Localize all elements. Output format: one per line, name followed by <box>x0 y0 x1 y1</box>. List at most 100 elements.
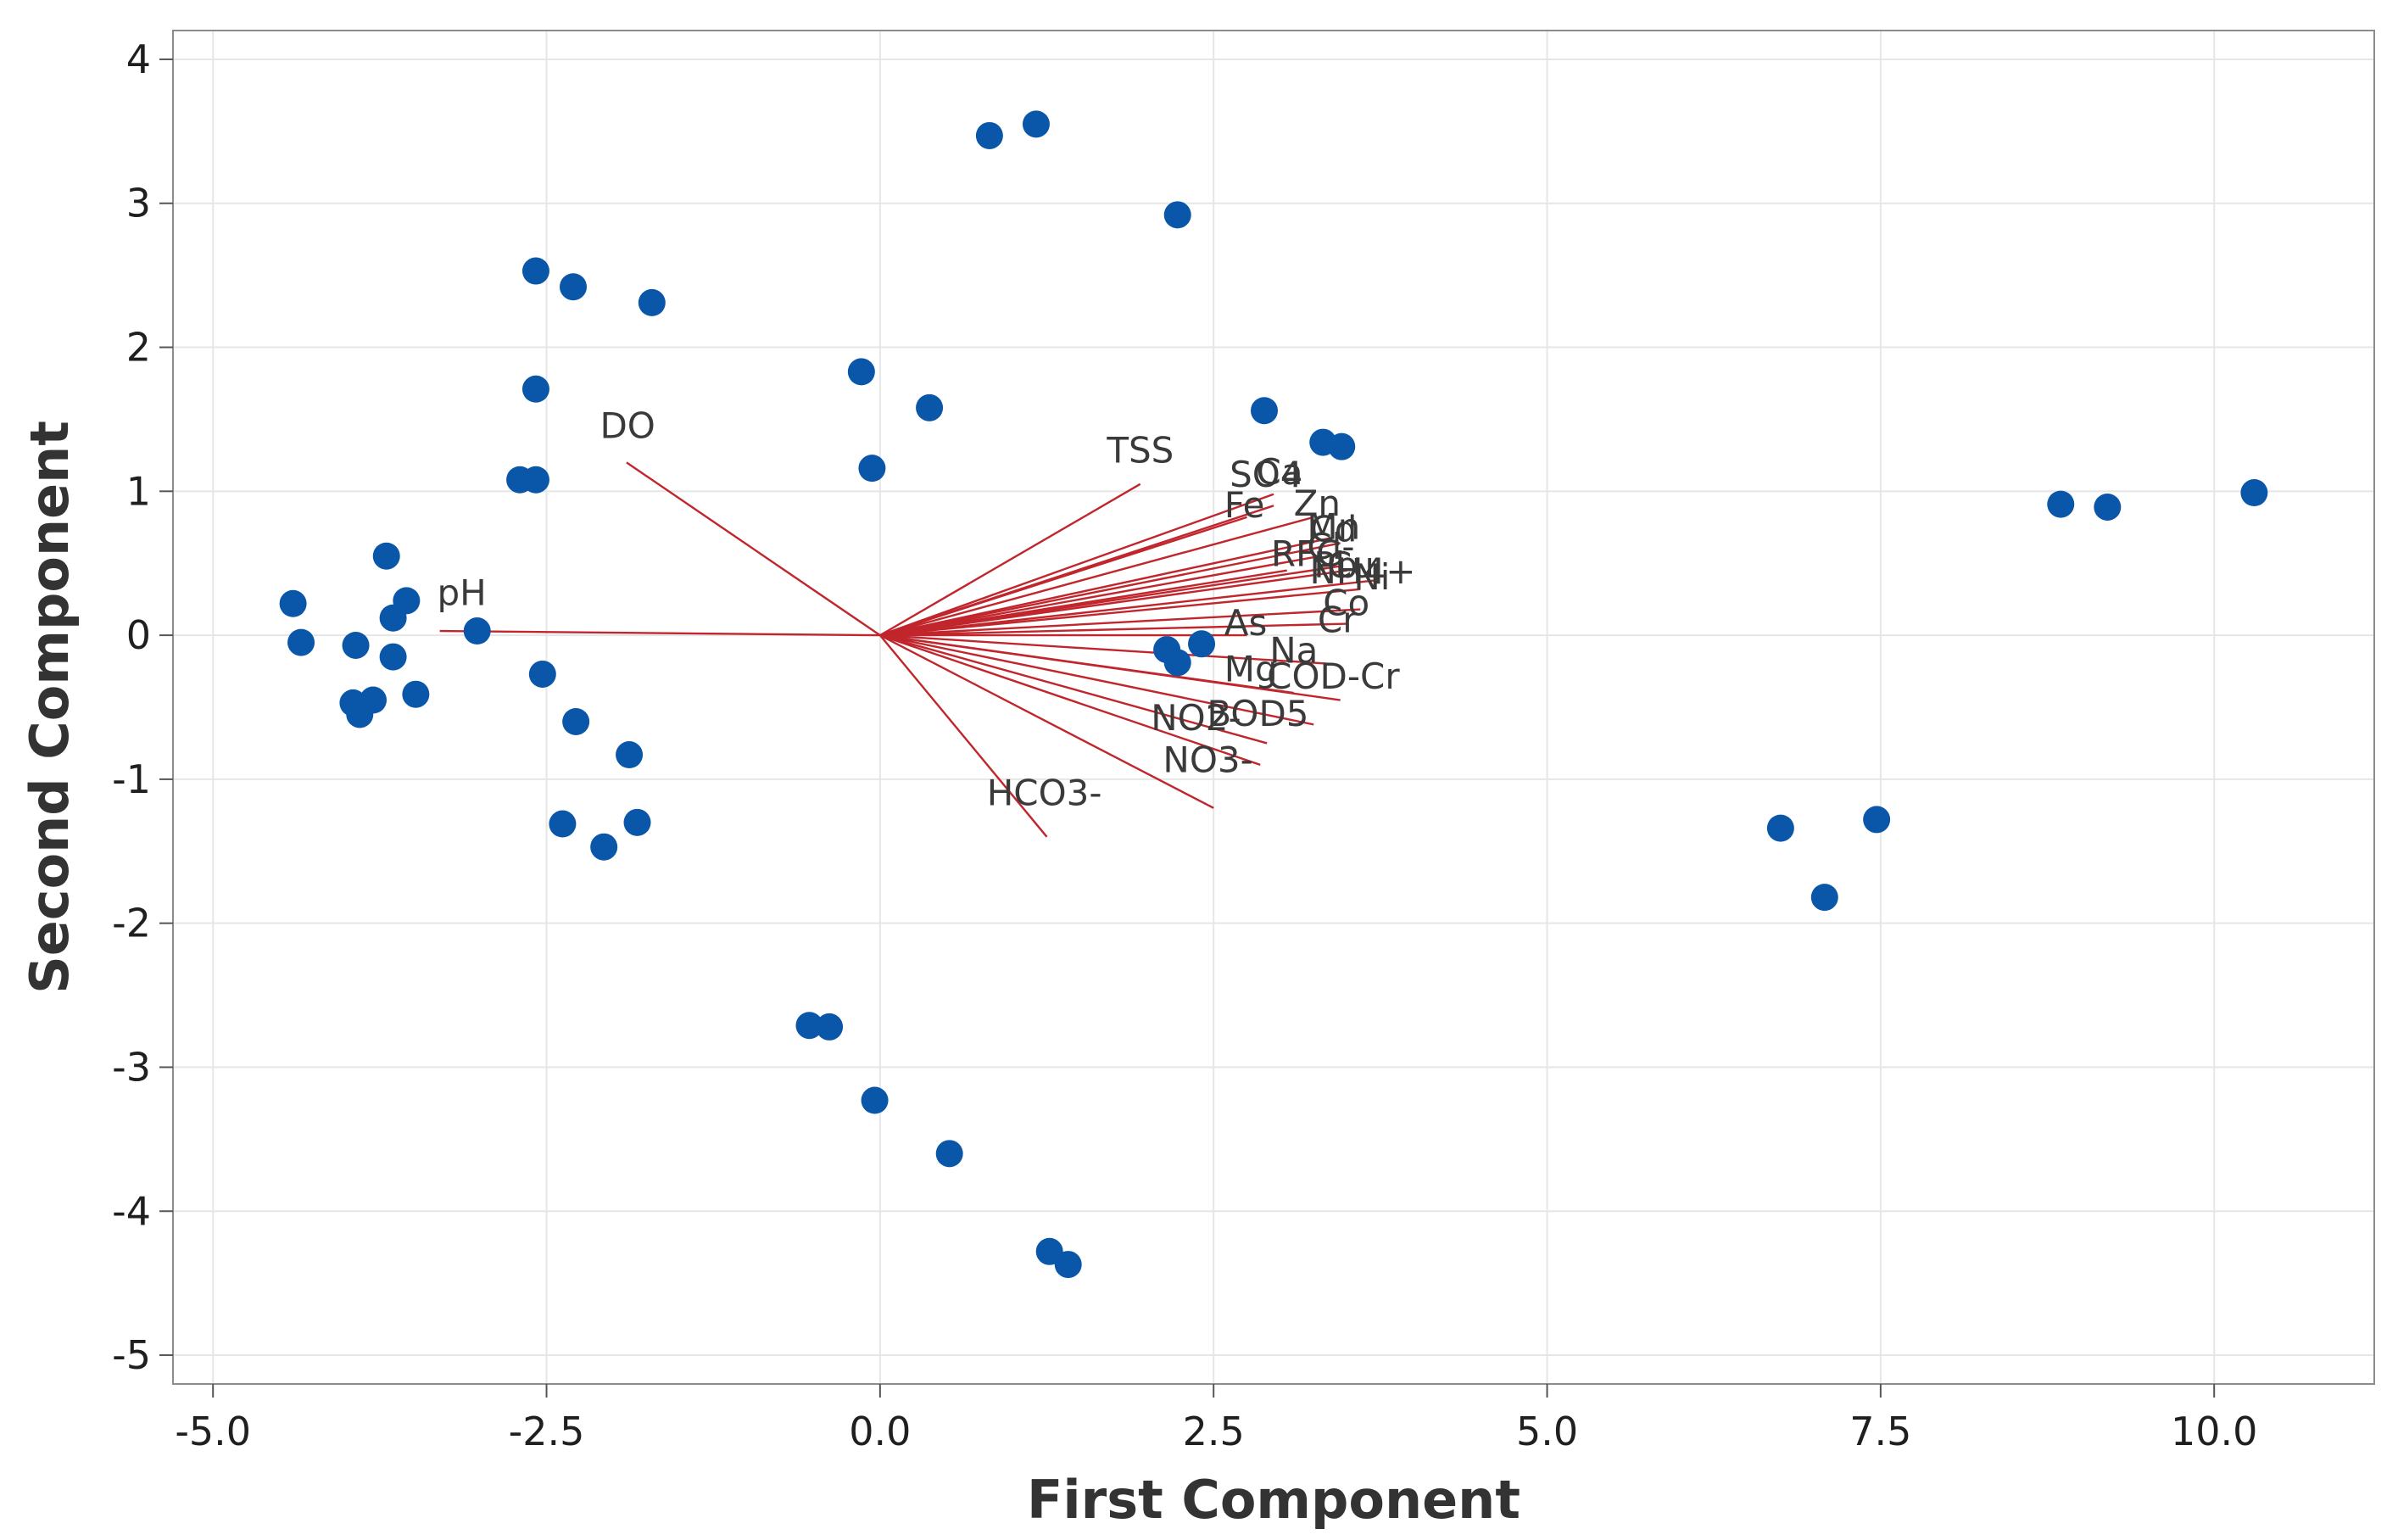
y-tick-label: -2 <box>112 901 151 946</box>
score-point <box>616 741 644 769</box>
score-point <box>463 617 491 645</box>
score-point <box>2047 490 2075 518</box>
loading-label: Fe <box>1224 484 1265 526</box>
y-axis-title: Second Component <box>19 421 81 994</box>
score-point <box>861 1086 889 1114</box>
loading-label: Cd <box>1309 509 1357 550</box>
score-point <box>402 680 430 708</box>
score-point <box>521 466 549 494</box>
loading-vector <box>879 608 1361 637</box>
loading-vector <box>879 633 1341 701</box>
x-tick-label: 7.5 <box>1849 1409 1911 1454</box>
loading-label: NO2- <box>1151 697 1241 739</box>
loading-vector <box>879 536 1335 637</box>
loading-vector <box>878 634 1048 838</box>
y-tick-label: 3 <box>126 181 151 226</box>
score-point <box>521 375 549 403</box>
loading-vector <box>879 633 1261 767</box>
score-point <box>562 707 590 735</box>
loading-vector <box>879 633 1334 666</box>
score-point <box>816 1013 844 1041</box>
loading-vector <box>879 542 1341 637</box>
y-tick-label: -5 <box>112 1332 151 1378</box>
loading-label: SO4 <box>1230 454 1302 495</box>
score-point <box>1250 397 1278 425</box>
score-point <box>279 589 307 617</box>
loading-label: TSS <box>1106 429 1174 471</box>
score-point <box>1022 110 1050 138</box>
score-point <box>1163 649 1191 677</box>
score-point <box>1863 806 1891 834</box>
score-point <box>916 393 944 421</box>
loading-vector <box>879 493 1274 637</box>
y-tick-label: 0 <box>126 612 151 658</box>
loading-vector <box>879 516 1247 637</box>
score-point <box>847 358 875 386</box>
score-point <box>379 643 407 671</box>
score-point <box>1163 201 1191 229</box>
score-point <box>379 604 407 632</box>
loading-label: Ca <box>1257 451 1303 493</box>
axes: -5.0 -2.5 0.0 2.5 5.0 7.5 10.0 4 3 2 1 0 -1 -2 -3 -4 -5 <box>112 36 2257 1454</box>
y-tick-label: 4 <box>126 36 151 82</box>
loading-label: COD-Cr <box>1267 656 1400 697</box>
loading-vector <box>626 461 881 637</box>
score-point <box>1188 630 1216 658</box>
loading-label: Mn <box>1307 505 1360 547</box>
x-tick-label: -2.5 <box>509 1409 585 1454</box>
y-tick-label: -1 <box>112 756 151 802</box>
loading-label: BOD5 <box>1207 693 1308 734</box>
x-tick-label: 2.5 <box>1183 1409 1245 1454</box>
loading-vector <box>879 569 1347 637</box>
score-point <box>287 628 315 656</box>
score-point <box>1054 1251 1082 1279</box>
score-point <box>346 700 374 728</box>
x-tick-label: 10.0 <box>2171 1409 2257 1454</box>
loading-label: pH <box>438 572 487 613</box>
loading-label: RFC <box>1271 533 1341 575</box>
x-tick-label: -5.0 <box>175 1409 251 1454</box>
loading-label: Pb <box>1313 544 1358 586</box>
loading-label: Zn <box>1294 483 1341 524</box>
score-point <box>1810 884 1838 912</box>
score-point <box>858 455 886 483</box>
loading-vector <box>879 483 1141 637</box>
score-point <box>935 1140 963 1168</box>
score-point <box>2240 479 2268 507</box>
gridlines <box>173 31 2374 1384</box>
loading-vector <box>879 633 1268 745</box>
loading-label: Cr <box>1318 600 1358 641</box>
score-point <box>2094 493 2122 521</box>
x-tick-label: 0.0 <box>849 1409 911 1454</box>
loading-label: DO <box>600 405 655 446</box>
loading-vector <box>439 629 880 637</box>
loading-vector <box>879 579 1375 637</box>
loading-label: Cu <box>1327 544 1375 586</box>
loading-label: NH4+ <box>1309 550 1415 592</box>
score-point <box>372 542 400 570</box>
loading-vector <box>879 588 1361 637</box>
x-tick-label: 5.0 <box>1516 1409 1578 1454</box>
loading-label: Ni <box>1353 556 1390 598</box>
y-tick-label: -3 <box>112 1044 151 1090</box>
score-point <box>528 660 556 688</box>
loading-vectors <box>439 461 1375 838</box>
loading-label: Co <box>1323 582 1369 623</box>
loading-vector <box>879 633 1314 726</box>
score-point <box>638 288 666 316</box>
loading-label: As <box>1224 602 1268 644</box>
loading-label: NO3- <box>1163 739 1252 780</box>
y-tick-label: -4 <box>112 1188 151 1234</box>
loading-label: HCO3- <box>987 772 1102 813</box>
loading-label: Mg <box>1224 648 1278 689</box>
score-point <box>590 833 618 861</box>
x-axis-title: First Component <box>1027 1469 1520 1531</box>
score-point <box>975 121 1003 149</box>
score-point <box>521 257 549 285</box>
plot-frame <box>172 30 2375 1385</box>
loading-vector <box>879 555 1321 637</box>
loading-vector <box>879 634 1214 809</box>
score-point <box>623 808 651 836</box>
